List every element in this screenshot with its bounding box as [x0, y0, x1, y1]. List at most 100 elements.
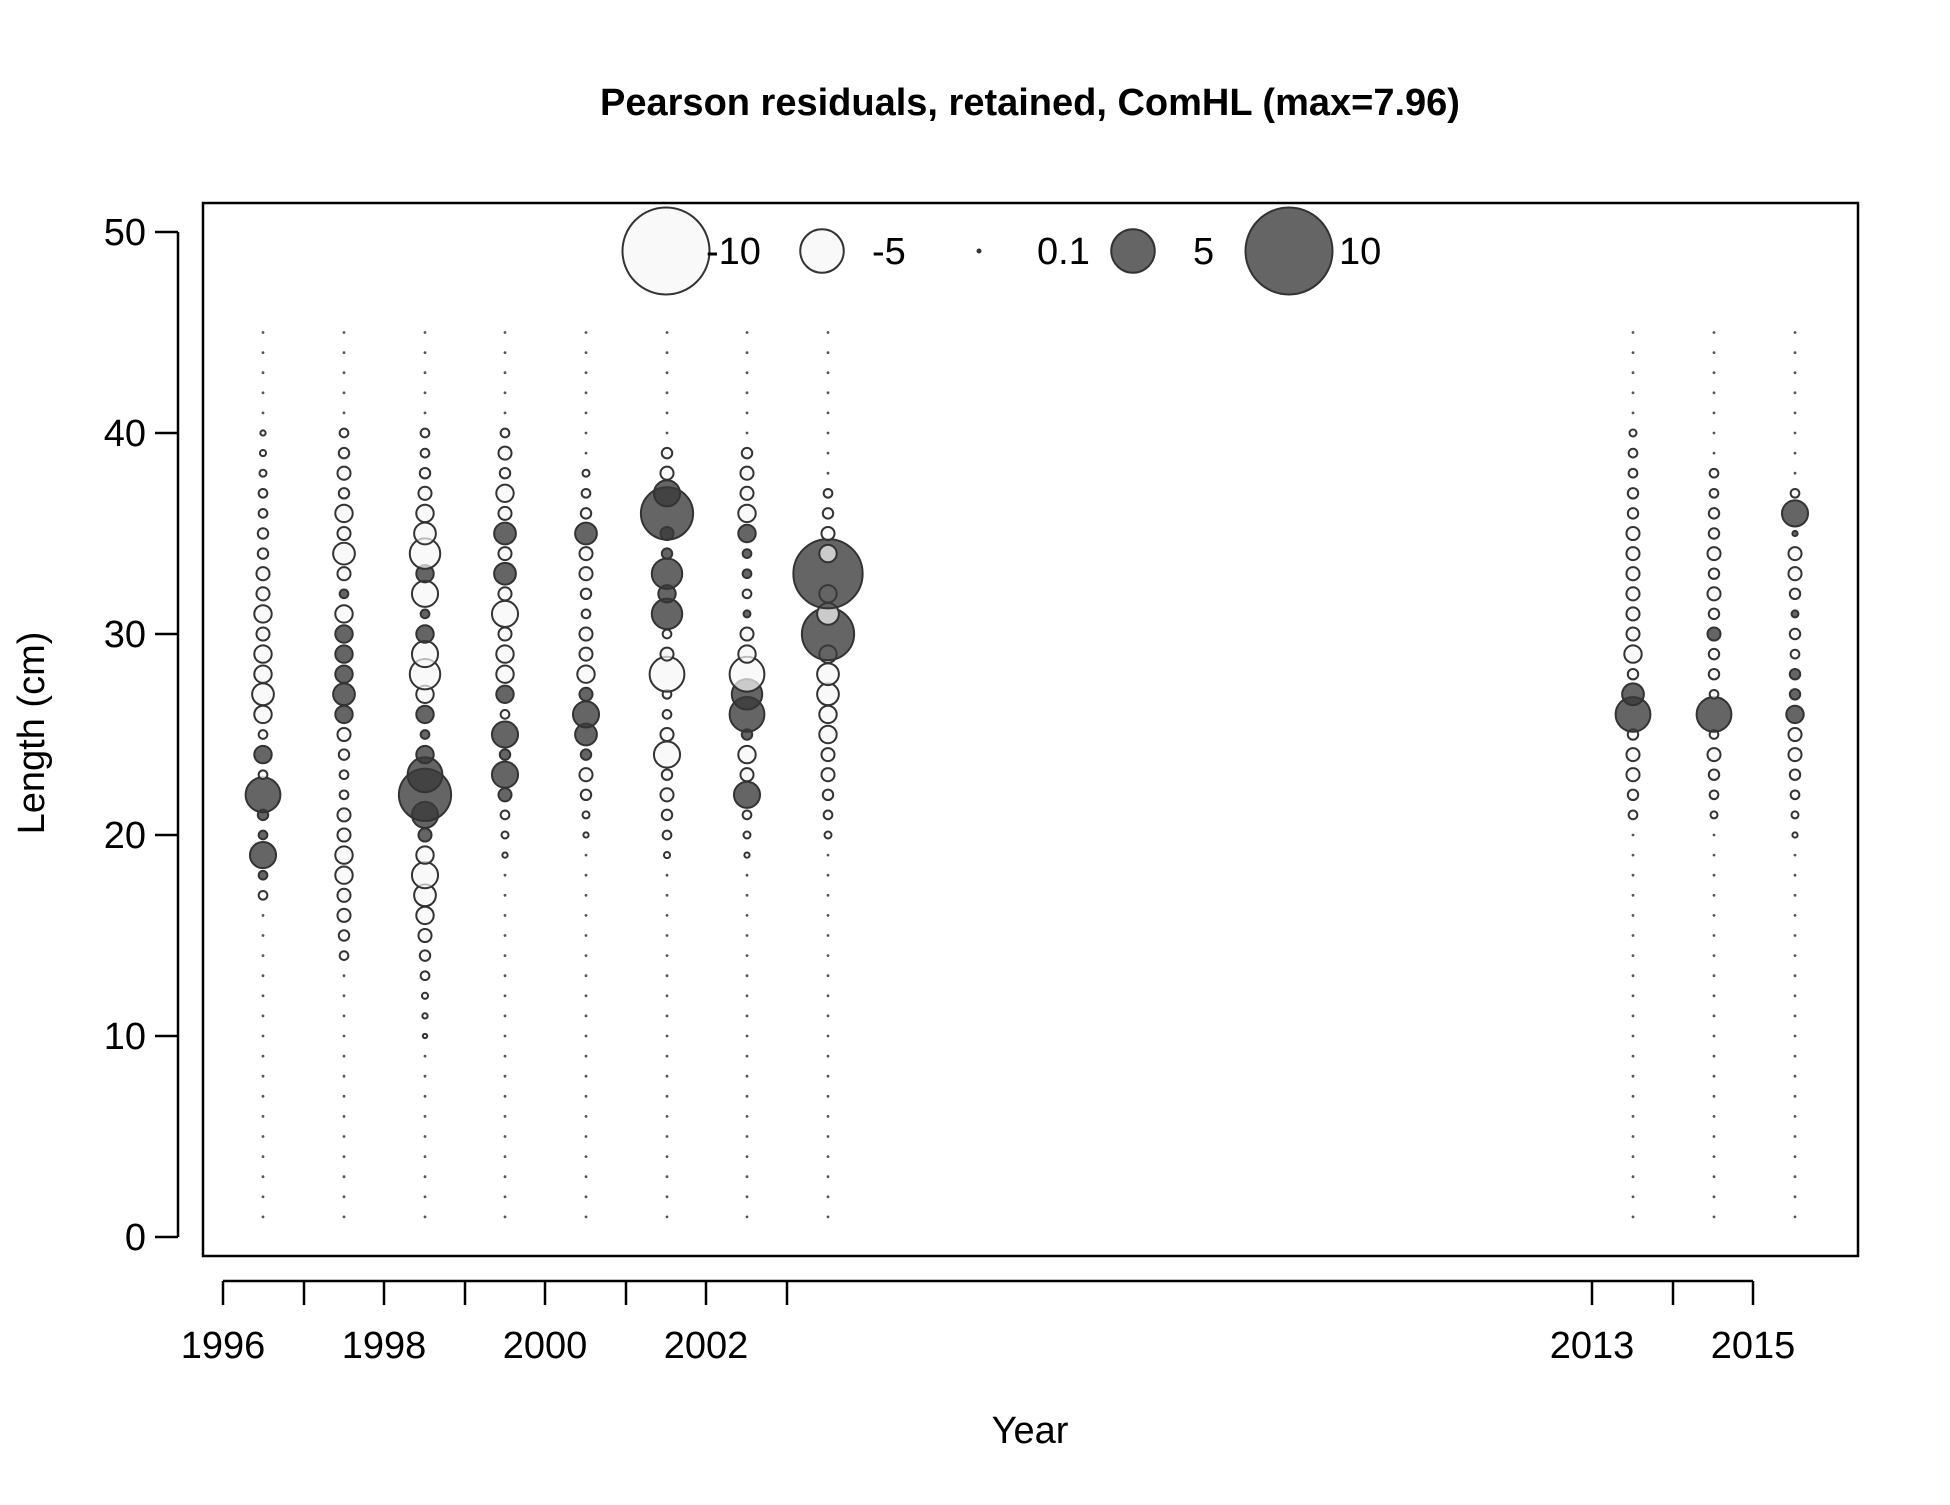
bubble-zero — [423, 411, 427, 415]
bubble-zero — [665, 1074, 669, 1078]
bubble-zero — [503, 1115, 507, 1118]
bubble-zero — [826, 431, 830, 435]
bubble-negative — [821, 788, 835, 802]
bubble-negative — [497, 505, 513, 521]
bubble-negative — [253, 704, 273, 725]
bubble-negative — [1627, 467, 1639, 479]
bubble-zero — [826, 411, 830, 415]
bubble-negative — [334, 865, 354, 885]
bubble-positive — [415, 624, 435, 644]
bubble-negative — [253, 644, 273, 664]
bubble-zero — [1793, 1034, 1797, 1038]
bubble-zero — [503, 411, 507, 415]
bubble-negative — [576, 664, 596, 684]
bubble-zero — [826, 1175, 830, 1179]
bubble-negative — [495, 483, 515, 503]
bubble-zero — [261, 1195, 265, 1199]
bubble-zero — [1793, 411, 1797, 415]
bubble-positive — [737, 523, 757, 544]
bubble-negative — [258, 449, 268, 458]
plot-frame — [201, 201, 1860, 1258]
bubble-zero — [1631, 1094, 1635, 1098]
bubble-zero — [503, 1074, 507, 1078]
bubble-zero — [342, 1094, 346, 1098]
bubble-positive — [1785, 704, 1805, 725]
bubble-zero — [745, 1034, 749, 1038]
bubble-zero — [745, 974, 749, 978]
bubble-zero — [1793, 1155, 1797, 1158]
bubble-negative — [255, 566, 271, 582]
bubble-negative — [1789, 789, 1801, 801]
bubble-negative — [822, 487, 834, 499]
bubble-negative — [257, 487, 269, 499]
bubble-negative — [497, 445, 513, 461]
bubble-positive — [574, 521, 598, 546]
bubble-zero — [826, 934, 830, 937]
bubble-positive — [257, 869, 269, 881]
bubble-zero — [1793, 914, 1797, 917]
bubble-zero — [1631, 1175, 1635, 1179]
bubble-zero — [1631, 934, 1635, 937]
bubble-zero — [1712, 1195, 1716, 1199]
bubble-zero — [261, 914, 265, 917]
bubble-negative — [257, 729, 269, 740]
y-tick-label: 10 — [104, 1016, 146, 1058]
bubble-zero — [826, 1115, 830, 1118]
bubble-zero — [1793, 1135, 1797, 1138]
bubble-negative — [259, 429, 267, 437]
bubble-zero — [342, 1054, 346, 1058]
bubble-zero — [503, 914, 507, 917]
bubble-zero — [503, 994, 507, 998]
bubble-zero — [261, 371, 265, 375]
bubble-positive — [497, 787, 513, 803]
bubble-zero — [342, 974, 346, 978]
bubble-negative — [578, 626, 594, 642]
bubble-zero — [423, 1074, 427, 1078]
bubble-zero — [665, 1215, 669, 1219]
bubble-zero — [665, 994, 669, 998]
bubble-negative — [495, 644, 515, 664]
bubble-negative — [256, 547, 270, 560]
bubble-zero — [503, 954, 507, 957]
bubble-zero — [665, 873, 669, 877]
bubble-negative — [420, 991, 430, 1000]
bubble-zero — [665, 431, 669, 435]
bubble-zero — [1712, 994, 1716, 998]
bubble-zero — [745, 1115, 749, 1118]
bubble-zero — [1631, 1115, 1635, 1118]
bubble-negative — [1627, 447, 1639, 459]
bubble-negative — [1706, 586, 1722, 602]
bubble-positive — [419, 729, 431, 740]
bubble-zero — [1793, 974, 1797, 978]
bubble-negative — [740, 446, 754, 460]
bubble-zero — [584, 853, 588, 857]
bubble-negative — [417, 485, 433, 501]
bubble-negative — [257, 769, 269, 781]
bubble-zero — [503, 873, 507, 877]
x-tick-label: 2015 — [1711, 1325, 1796, 1367]
bubble-positive — [334, 624, 354, 644]
bubble-negative — [652, 740, 682, 769]
bubble-negative — [820, 525, 836, 542]
bubble-zero — [1793, 391, 1797, 395]
bubble-zero — [1793, 451, 1797, 455]
bubble-negative — [1625, 626, 1641, 642]
bubble-negative — [1708, 467, 1720, 479]
bubble-positive — [578, 686, 594, 702]
bubble-zero — [1793, 1215, 1797, 1219]
bubble-zero — [665, 934, 669, 937]
bubble-positive — [244, 776, 282, 814]
bubble-negative — [578, 566, 594, 582]
bubble-zero — [665, 331, 669, 334]
bubble-zero — [1793, 1054, 1797, 1058]
bubble-zero — [665, 1115, 669, 1118]
bubble-zero — [1712, 451, 1716, 455]
bubble-zero — [1631, 974, 1635, 978]
bubble-zero — [665, 1054, 669, 1058]
bubble-zero — [745, 1175, 749, 1179]
bubble-zero — [1631, 994, 1635, 998]
bubble-zero — [1712, 873, 1716, 877]
bubble-zero — [584, 974, 588, 978]
bubble-zero — [584, 934, 588, 937]
y-tick-label: 30 — [104, 614, 146, 656]
